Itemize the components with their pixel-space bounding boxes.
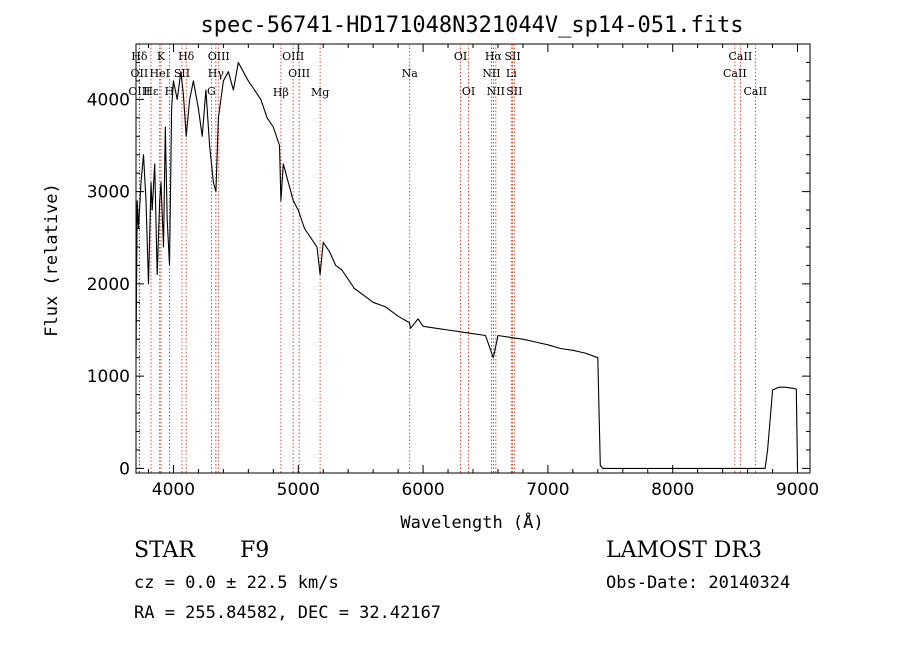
y-tick-label-4000: 4000 [87, 90, 130, 110]
redshift-text: cz = 0.0 ± 22.5 km/s [134, 573, 339, 593]
line-label-8: Hδ [178, 50, 195, 63]
line-label-22: SII [504, 50, 520, 63]
chart-title: spec-56741-HD171048N321044V_sp14-051.fit… [200, 13, 743, 38]
obs-date-text: Obs-Date: 20140324 [606, 573, 791, 593]
line-label-7: SII [174, 67, 190, 80]
line-label-16: Na [402, 67, 419, 80]
line-label-10: Hγ [208, 67, 225, 80]
line-label-13: OIII [288, 67, 310, 80]
line-label-24: SII [506, 85, 522, 98]
y-tick-label-1000: 1000 [87, 367, 130, 387]
line-label-23: Li [506, 67, 517, 80]
x-tick-label-7000: 7000 [526, 480, 569, 500]
y-axis-label: Flux (relative) [42, 183, 62, 337]
line-label-12: OIII [282, 50, 304, 63]
x-tick-label-8000: 8000 [651, 480, 694, 500]
line-label-2: OIII [128, 85, 150, 98]
line-label-3: Hε [143, 85, 159, 98]
x-tick-label-4000: 4000 [152, 480, 195, 500]
line-label-15: Mg [311, 86, 329, 99]
line-label-4: K [157, 50, 166, 63]
line-label-25: CaII [729, 50, 753, 63]
y-tick-label-0: 0 [119, 459, 130, 479]
spectrum-line [135, 61, 799, 469]
survey-name: LAMOST DR3 [606, 538, 762, 563]
line-label-11: G [207, 85, 216, 98]
x-tick-label-5000: 5000 [277, 480, 320, 500]
line-label-19: Hα [485, 50, 503, 63]
line-label-5: HeI [149, 67, 169, 80]
x-axis-label: Wavelength (Å) [400, 511, 543, 533]
coordinates-text: RA = 255.84582, DEC = 32.42167 [134, 603, 442, 623]
line-label-14: Hβ [273, 86, 289, 99]
line-label-26: CaII [723, 67, 747, 80]
line-label-6: H [165, 85, 175, 98]
y-tick-label-2000: 2000 [87, 275, 130, 295]
object-class: STAR [134, 538, 195, 563]
line-label-21: NII [487, 85, 505, 98]
plot-frame [135, 43, 811, 474]
x-tick-label-9000: 9000 [776, 480, 819, 500]
y-tick-label-3000: 3000 [87, 183, 130, 203]
line-label-9: OIII [208, 50, 230, 63]
line-label-18: OI [462, 85, 475, 98]
line-label-17: OI [454, 50, 467, 63]
x-tick-label-6000: 6000 [401, 480, 444, 500]
spectral-subclass: F9 [240, 538, 270, 563]
line-label-20: NII [482, 67, 500, 80]
line-label-1: OII [131, 67, 149, 80]
line-label-0: Hδ [131, 50, 148, 63]
line-label-27: CaII [743, 85, 767, 98]
